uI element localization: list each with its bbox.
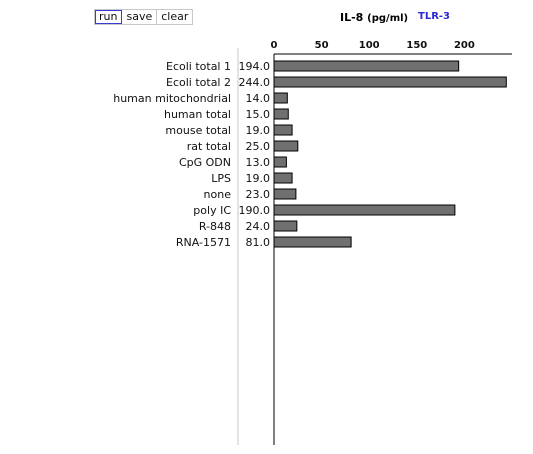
x-tick-label: 50	[315, 40, 329, 51]
category-label: rat total	[187, 140, 231, 153]
chart-unit: (pg/ml)	[367, 13, 409, 24]
value-label: 194.0	[239, 60, 271, 73]
bar[interactable]	[273, 76, 507, 88]
value-label: 19.0	[246, 124, 271, 137]
value-label: 244.0	[239, 76, 271, 89]
bar[interactable]	[273, 140, 299, 152]
category-label: mouse total	[165, 124, 231, 137]
clear-button[interactable]: clear	[161, 10, 189, 23]
value-label: 14.0	[246, 92, 271, 105]
value-label: 190.0	[239, 204, 271, 217]
category-label: poly IC	[193, 204, 231, 217]
value-label: 23.0	[246, 188, 271, 201]
category-label: human total	[164, 108, 231, 121]
value-label: 25.0	[246, 140, 271, 153]
value-label: 19.0	[246, 172, 271, 185]
category-label: CpG ODN	[179, 156, 231, 169]
bar[interactable]	[273, 188, 297, 200]
bar[interactable]	[273, 204, 456, 216]
category-label: none	[204, 188, 232, 201]
category-label: LPS	[211, 172, 231, 185]
x-tick-label: 200	[454, 40, 475, 51]
value-label: 13.0	[246, 156, 271, 169]
bar[interactable]	[273, 236, 352, 248]
value-label: 24.0	[246, 220, 271, 233]
value-label: 81.0	[246, 236, 271, 249]
category-label: human mitochondrial	[113, 92, 231, 105]
toolbar: run save clear	[94, 9, 194, 25]
chart-title-text: IL-8	[340, 11, 364, 24]
bar[interactable]	[273, 92, 288, 104]
bar[interactable]	[273, 156, 287, 168]
x-tick-label: 0	[271, 40, 278, 51]
category-label: Ecoli total 2	[166, 76, 231, 89]
category-label: Ecoli total 1	[166, 60, 231, 73]
bar[interactable]	[273, 172, 293, 184]
bar[interactable]	[273, 108, 289, 120]
run-button[interactable]: run	[95, 10, 123, 24]
chart-title: IL-8 (pg/ml)	[340, 11, 408, 24]
chart-subtitle: TLR-3	[418, 11, 451, 22]
x-tick-label: 100	[359, 40, 380, 51]
bar[interactable]	[273, 60, 460, 72]
category-label: RNA-1571	[176, 236, 231, 249]
x-tick-label: 150	[406, 40, 427, 51]
save-button[interactable]: save	[122, 10, 158, 24]
bar[interactable]	[273, 220, 298, 232]
category-label: R-848	[199, 220, 231, 233]
bar[interactable]	[273, 124, 293, 136]
value-label: 15.0	[246, 108, 271, 121]
